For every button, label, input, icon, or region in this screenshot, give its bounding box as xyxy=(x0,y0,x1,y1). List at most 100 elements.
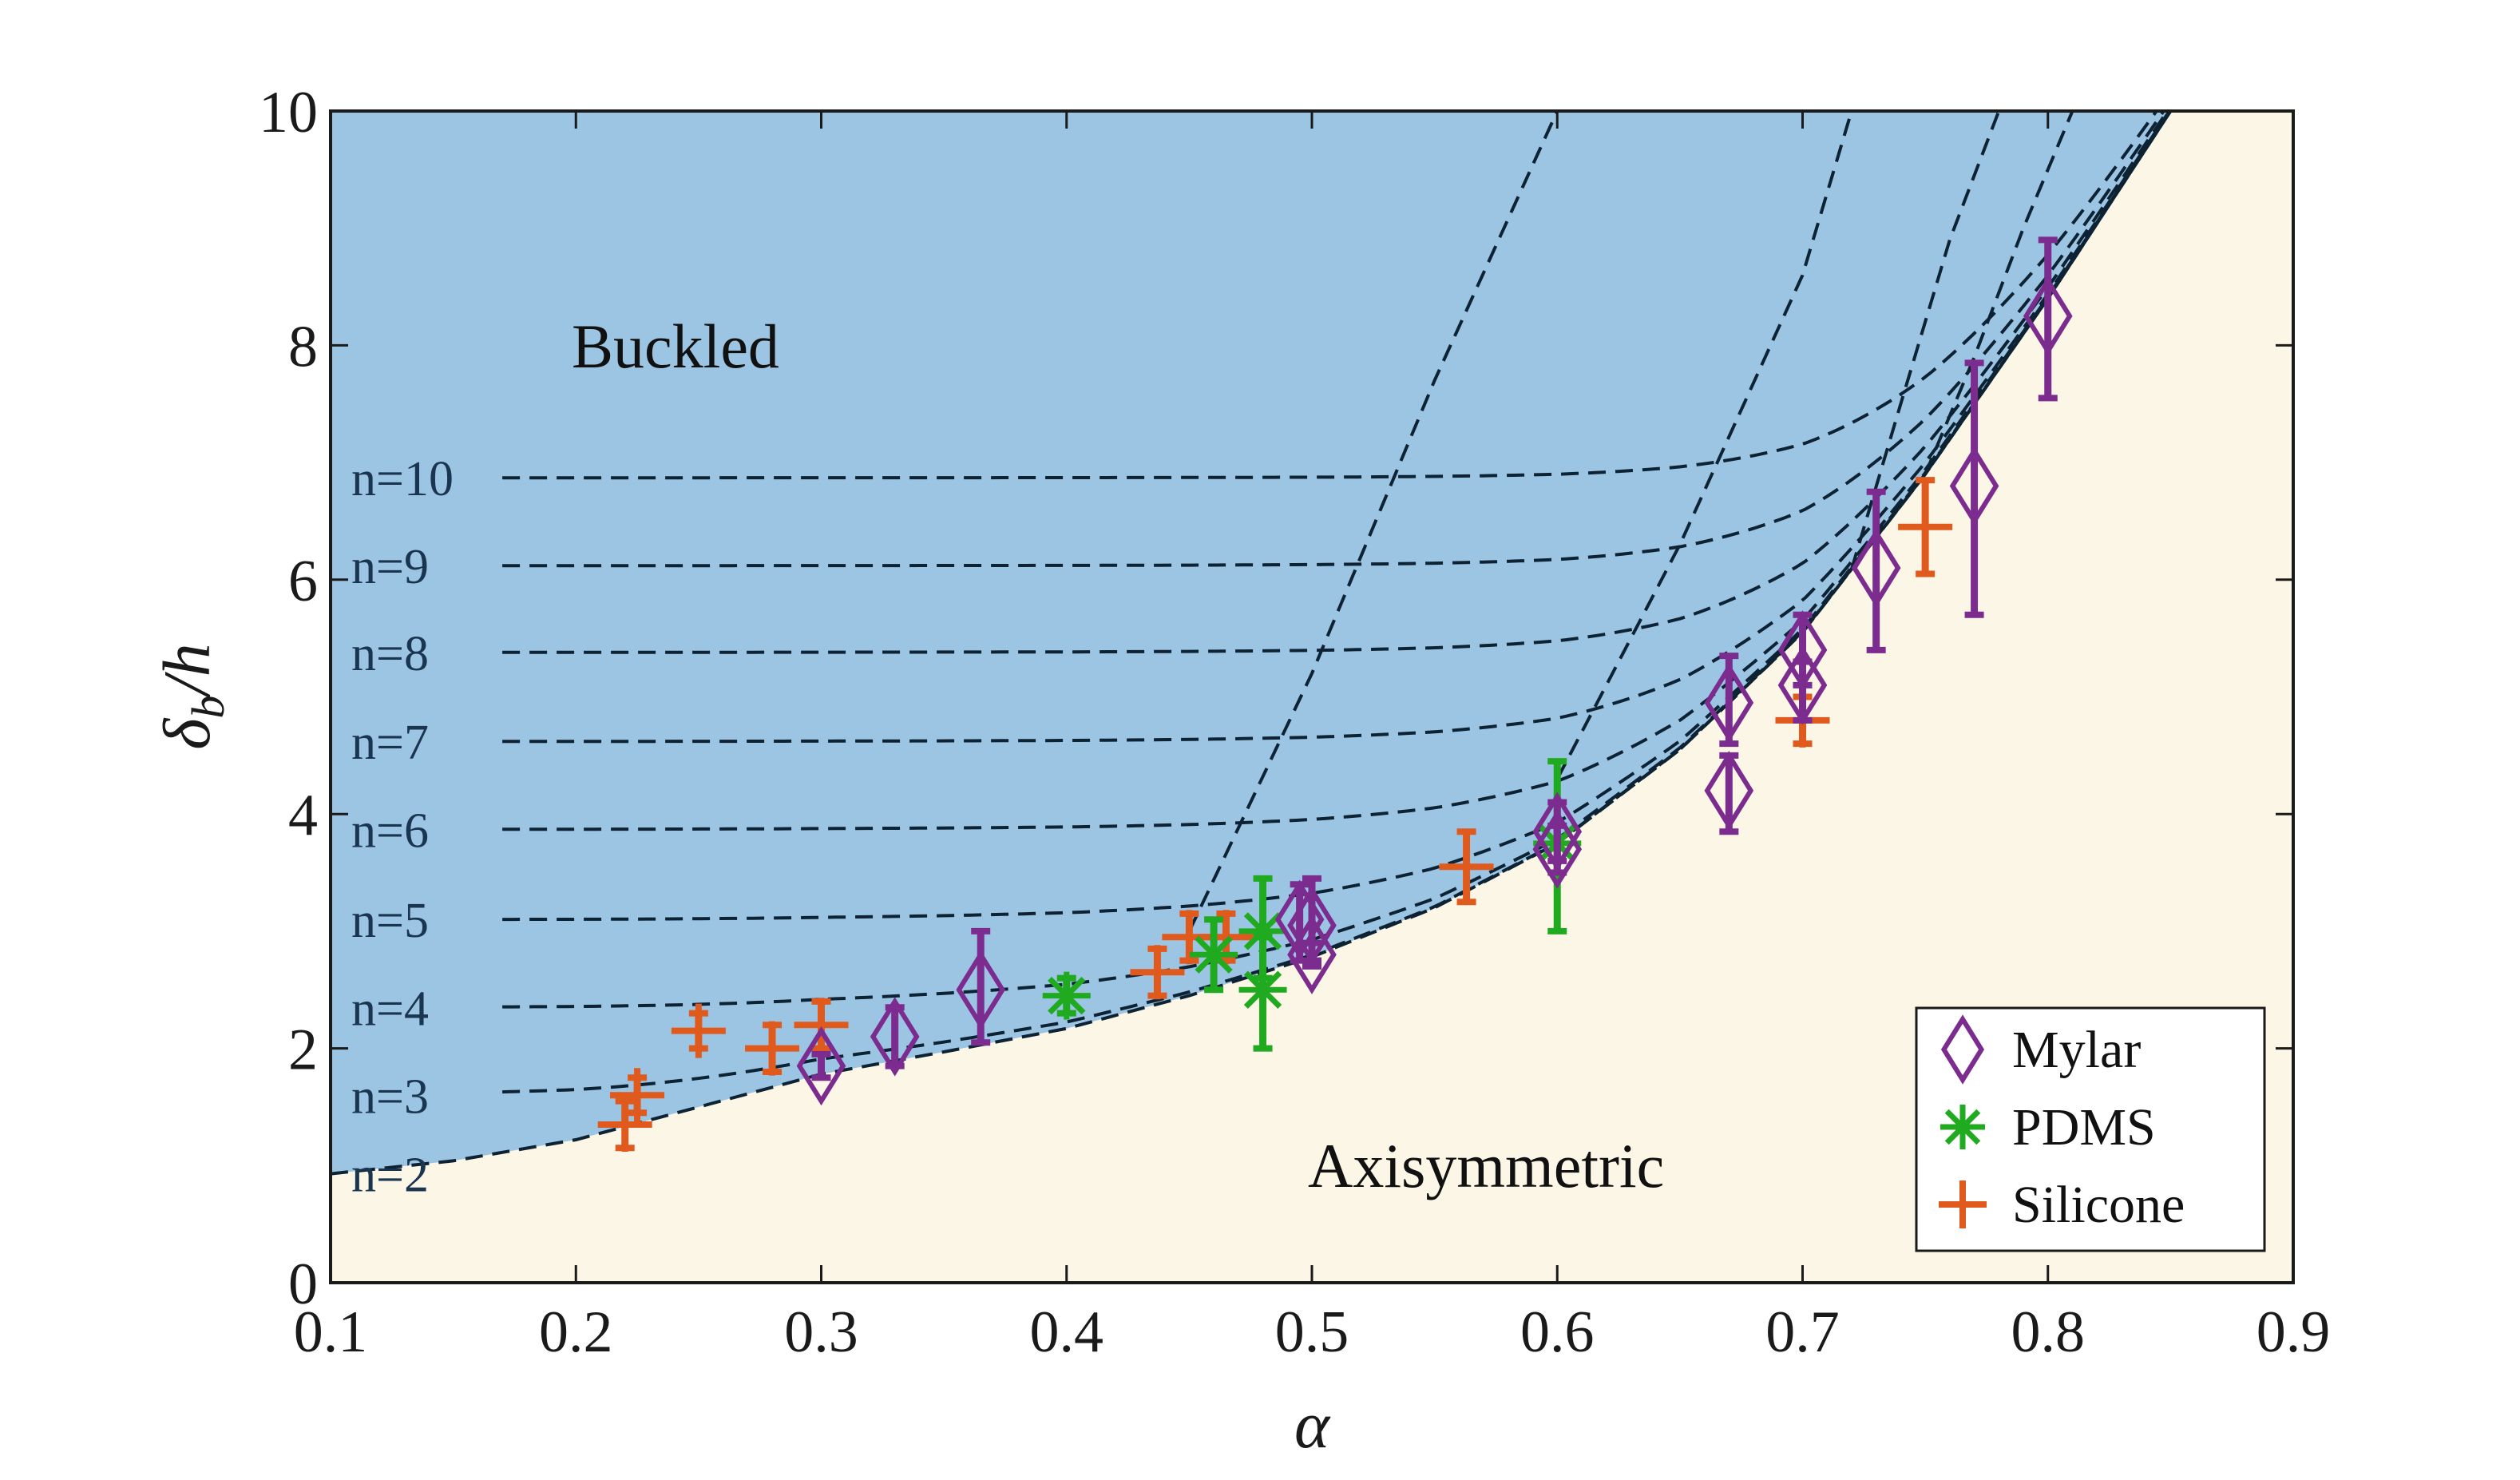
legend-label: Mylar xyxy=(2012,1021,2141,1079)
y-axis-title-tail: /h xyxy=(150,643,224,698)
point-mylar-1 xyxy=(796,1026,846,1106)
marker-asterisk xyxy=(1190,930,1238,979)
point-mylar-8 xyxy=(1532,809,1583,889)
mode-labels: n=2 n=3 n=4 n=5 n=6 n=7 n=8 n=9 n=10 xyxy=(351,452,454,1202)
y-tick-label: 2 xyxy=(288,1018,318,1083)
marker-diamond xyxy=(1704,663,1754,743)
y-tick-label: 8 xyxy=(288,314,318,379)
axis-ticks: 0.1 0.2 0.3 0.4 0.5 0.6 0.7 0.8 0.9 0 2 4 6 8 10 xyxy=(259,80,2330,1365)
mode-curve-n=7 xyxy=(502,111,2172,744)
point-mylar-9 xyxy=(1704,653,1754,748)
mode-label-n=9: n=9 xyxy=(351,540,429,594)
marker-diamond xyxy=(1704,751,1754,831)
y-tick-label: 0 xyxy=(288,1252,318,1317)
marker-diamond xyxy=(870,997,920,1077)
y-tick-label: 10 xyxy=(259,80,318,145)
buckled-region xyxy=(331,111,2171,1174)
point-pdms-1 xyxy=(1042,971,1091,1020)
marker-diamond xyxy=(1532,809,1583,889)
y-tick-label: 6 xyxy=(288,549,318,614)
point-silicone-7 xyxy=(1162,910,1217,965)
marker-plus xyxy=(1898,499,1953,554)
marker-plus xyxy=(610,1068,665,1123)
marker-asterisk xyxy=(1042,971,1091,1020)
point-mylar-12 xyxy=(1777,645,1828,725)
marker-diamond xyxy=(796,1026,846,1106)
x-axis-title: α xyxy=(1294,1388,1331,1462)
mode-label-n=8: n=8 xyxy=(351,627,429,681)
mode-curve-n=9 xyxy=(502,111,2166,568)
mode-curve-n=6 xyxy=(502,111,2173,831)
point-mylar-3 xyxy=(956,927,1006,1046)
x-tick-label: 0.8 xyxy=(2011,1299,2086,1365)
mode-label-n=5: n=5 xyxy=(351,894,429,948)
mode-label-n=3: n=3 xyxy=(351,1069,429,1124)
legend: Mylar PDMS Silicone xyxy=(1915,1006,2266,1252)
axisymmetric-label: Axisymmetric xyxy=(1308,1131,1664,1200)
mode-label-n=4: n=4 xyxy=(351,982,429,1036)
marker-plus xyxy=(1130,945,1185,1000)
mode-curve-n=10 xyxy=(502,111,2159,480)
point-silicone-1 xyxy=(597,1097,652,1152)
legend-marker-pdms xyxy=(1940,1105,1985,1149)
regions-layer xyxy=(331,111,2293,1283)
point-silicone-5 xyxy=(794,998,849,1053)
legend-item-silicone: Silicone xyxy=(1939,1176,2185,1234)
point-pdms-4 xyxy=(1238,934,1287,1052)
point-mylar-14 xyxy=(1949,359,1999,618)
point-silicone-2 xyxy=(610,1068,665,1123)
x-tick-label: 0.9 xyxy=(2257,1299,2331,1365)
x-tick-label: 0.7 xyxy=(1765,1299,1840,1365)
y-tick-label: 4 xyxy=(288,783,318,848)
x-tick-label: 0.6 xyxy=(1520,1299,1595,1365)
mode-label-n=6: n=6 xyxy=(351,803,429,858)
steep-mode-curve-2 xyxy=(1555,111,1853,780)
y-axis-title-sub: b xyxy=(182,696,234,719)
x-tick-label: 0.4 xyxy=(1030,1299,1104,1365)
marker-diamond xyxy=(1851,528,1901,608)
point-pdms-2 xyxy=(1190,916,1238,994)
marker-plus xyxy=(794,998,849,1053)
point-silicone-11 xyxy=(1898,477,1953,577)
marker-plus xyxy=(1439,839,1494,895)
x-tick-label: 0.2 xyxy=(539,1299,613,1365)
steep-mode-curve-1 xyxy=(1187,111,1559,932)
marker-diamond xyxy=(2023,276,2073,356)
marker-asterisk xyxy=(1238,966,1287,1014)
legend-marker-silicone xyxy=(1939,1180,1987,1228)
marker-plus xyxy=(671,1003,726,1058)
steep-mode-curve-4 xyxy=(1924,111,2074,475)
y-axis-title-main: δ xyxy=(150,717,224,750)
marker-plus xyxy=(745,1021,800,1076)
mode-label-n=7: n=7 xyxy=(351,716,429,770)
legend-item-mylar: Mylar xyxy=(1940,1014,2141,1085)
marker-diamond xyxy=(1287,915,1337,994)
x-tick-label: 0.1 xyxy=(294,1299,368,1365)
point-silicone-4 xyxy=(745,1021,800,1076)
point-mylar-13 xyxy=(1851,488,1901,653)
point-silicone-6 xyxy=(1130,945,1185,1000)
legend-box xyxy=(1915,1006,2266,1252)
point-mylar-6 xyxy=(1287,915,1337,994)
buckled-label: Buckled xyxy=(572,311,779,381)
mode-curve-n=8 xyxy=(502,111,2169,654)
point-mylar-10 xyxy=(1704,751,1754,835)
legend-item-pdms: PDMS xyxy=(1940,1098,2156,1157)
data-points-layer xyxy=(597,236,2073,1152)
y-axis-title: δb/h xyxy=(150,643,234,749)
steep-mode-curve-3 xyxy=(1849,111,2001,570)
point-silicone-9 xyxy=(1439,828,1494,906)
marker-diamond xyxy=(1949,446,1999,526)
point-silicone-3 xyxy=(671,1003,726,1058)
marker-asterisk xyxy=(1238,907,1287,955)
mode-label-n=2: n=2 xyxy=(351,1149,429,1203)
marker-diamond xyxy=(956,950,1006,1030)
legend-label: Silicone xyxy=(2012,1176,2185,1234)
legend-label: PDMS xyxy=(2012,1098,2156,1157)
point-mylar-2 xyxy=(870,997,920,1077)
marker-plus xyxy=(597,1097,652,1152)
x-tick-label: 0.5 xyxy=(1275,1299,1349,1365)
point-mylar-15 xyxy=(2023,236,2073,402)
marker-diamond xyxy=(1777,645,1828,725)
